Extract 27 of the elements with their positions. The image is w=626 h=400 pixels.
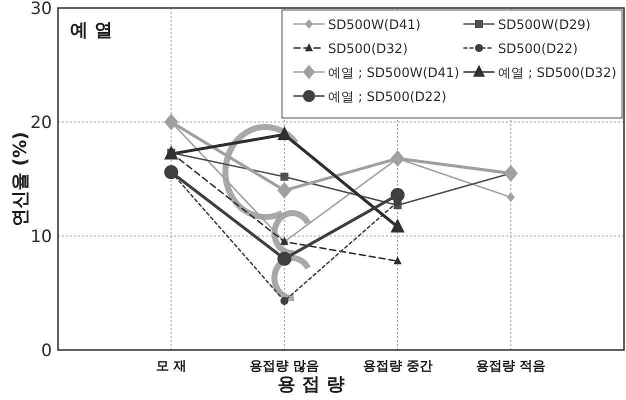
y-tick-label: 30 [30, 0, 52, 19]
legend-label: SD500(D22) [498, 42, 578, 57]
annotation: 예 열 [70, 20, 112, 41]
y-axis-title: 연신율 (%) [10, 132, 31, 226]
point [277, 252, 292, 266]
point [390, 188, 405, 202]
point [394, 256, 402, 264]
x-tick-label: 용접량 적음 [476, 359, 546, 374]
point [277, 182, 292, 199]
x-tick-label: 모 재 [156, 359, 186, 374]
legend-label: SD500W(D29) [498, 18, 591, 33]
legend-label: 예열 ; SD500W(D41) [328, 66, 460, 81]
x-tick-label: 용접량 중간 [362, 359, 432, 374]
legend-label: 예열 ; SD500(D32) [498, 66, 616, 81]
point [390, 218, 405, 232]
x-tick-label: 용접량 많음 [250, 359, 320, 374]
y-tick-label: 0 [41, 341, 52, 361]
point [280, 172, 288, 181]
point [280, 296, 288, 305]
legend-label: SD500W(D41) [328, 18, 421, 33]
y-tick-label: 10 [30, 227, 52, 247]
y-tick-label: 20 [30, 113, 52, 133]
point [277, 126, 292, 140]
legend-label: SD500(D32) [328, 42, 408, 57]
x-axis-title: 용 접 량 [278, 374, 344, 395]
legend-label: 예열 ; SD500(D22) [328, 90, 446, 105]
point [504, 164, 518, 182]
